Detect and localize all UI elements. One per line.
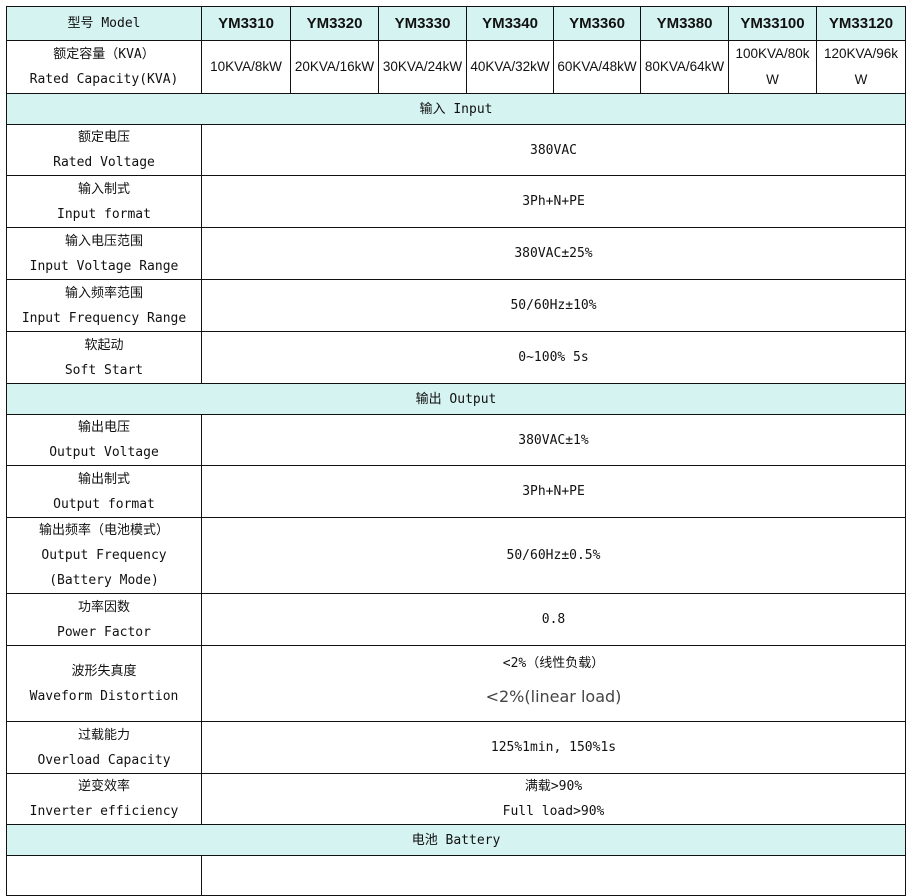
table-row: 输入制式 Input format 3Ph+N+PE — [6, 175, 906, 228]
value-cn: 满载>90% — [524, 779, 583, 794]
table-row — [6, 855, 906, 896]
label-en: Overload Capacity — [37, 752, 171, 768]
label-cn: 输出频率（电池模式） — [38, 523, 169, 538]
label-cn: 输出制式 — [77, 471, 130, 487]
row-value: 380VAC±25% — [201, 227, 906, 280]
table-row: 过载能力 Overload Capacity 125%1min, 150%1s — [6, 721, 906, 774]
label-cn: 逆变效率 — [77, 779, 130, 794]
table-row: 额定电压 Rated Voltage 380VAC — [6, 124, 906, 176]
label-en: Inverter efficiency — [29, 804, 179, 819]
row-value: 50/60Hz±10% — [201, 279, 906, 332]
label-en: Output Frequency — [41, 548, 167, 563]
capacity-row: 额定容量（KVA） Rated Capacity(KVA) 10KVA/8kW 2… — [6, 40, 906, 94]
capacity-label: 额定容量（KVA） Rated Capacity(KVA) — [6, 40, 202, 94]
label-cn: 额定电压 — [77, 130, 130, 145]
row-label: 软起动 Soft Start — [6, 331, 202, 384]
model-cell: YM33120 — [816, 6, 906, 41]
label-en: Output format — [53, 496, 155, 512]
capacity-cell: 30KVA/24kW — [378, 40, 467, 94]
row-label: 逆变效率 Inverter efficiency — [6, 773, 202, 825]
label-en: Power Factor — [57, 624, 151, 640]
row-label: 输出电压 Output Voltage — [6, 414, 202, 466]
capacity-cell: 20KVA/16kW — [290, 40, 379, 94]
row-label — [6, 855, 202, 896]
label-en: Rated Capacity(KVA) — [29, 72, 179, 87]
label-cn: 软起动 — [84, 337, 124, 353]
row-label: 输出制式 Output format — [6, 465, 202, 518]
table-row: 输入频率范围 Input Frequency Range 50/60Hz±10% — [6, 279, 906, 332]
section-battery: 电池 Battery — [6, 824, 906, 856]
label-en-2: (Battery Mode) — [49, 573, 159, 588]
row-value: 满载>90% Full load>90% — [201, 773, 906, 825]
row-value: <2%（线性负载） <2%(linear load) — [201, 645, 906, 722]
value-cn: <2%（线性负载） — [502, 655, 605, 671]
spec-table: 型号 Model YM3310 YM3320 YM3330 YM3340 YM3… — [6, 6, 906, 896]
model-cell: YM3330 — [378, 6, 467, 41]
row-label: 输出频率（电池模式） Output Frequency (Battery Mode) — [6, 517, 202, 594]
model-cell: YM3320 — [290, 6, 379, 41]
label-en: Input Frequency Range — [21, 310, 187, 326]
table-row: 输入电压范围 Input Voltage Range 380VAC±25% — [6, 227, 906, 280]
capacity-cell: 100KVA/80kW — [728, 40, 817, 94]
label-cn: 波形失真度 — [71, 663, 137, 679]
capacity-cell: 10KVA/8kW — [201, 40, 291, 94]
table-row: 逆变效率 Inverter efficiency 满载>90% Full load>… — [6, 773, 906, 825]
row-value: 125%1min, 150%1s — [201, 721, 906, 774]
label-en: Waveform Distortion — [29, 688, 179, 704]
row-value: 380VAC±1% — [201, 414, 906, 466]
model-label: 型号 Model — [6, 6, 202, 41]
model-cell: YM3340 — [466, 6, 554, 41]
table-row: 输出制式 Output format 3Ph+N+PE — [6, 465, 906, 518]
label-cn: 功率因数 — [77, 599, 130, 615]
capacity-cell: 40KVA/32kW — [466, 40, 554, 94]
row-label: 输入电压范围 Input Voltage Range — [6, 227, 202, 280]
table-row: 软起动 Soft Start 0~100% 5s — [6, 331, 906, 384]
model-cell: YM3310 — [201, 6, 291, 41]
label-en: Output Voltage — [49, 445, 159, 460]
row-value: 0~100% 5s — [201, 331, 906, 384]
label-en: Soft Start — [64, 362, 144, 378]
section-input: 输入 Input — [6, 93, 906, 125]
label-cn: 额定容量（KVA） — [53, 47, 155, 62]
label-cn: 输入频率范围 — [64, 285, 143, 301]
row-label: 波形失真度 Waveform Distortion — [6, 645, 202, 722]
value-en: Full load>90% — [502, 804, 605, 819]
capacity-cell: 120KVA/96kW — [816, 40, 906, 94]
table-row: 输出电压 Output Voltage 380VAC±1% — [6, 414, 906, 466]
row-label: 额定电压 Rated Voltage — [6, 124, 202, 176]
row-label: 过载能力 Overload Capacity — [6, 721, 202, 774]
label-cn: 过载能力 — [77, 727, 130, 743]
row-value: 380VAC — [201, 124, 906, 176]
row-value: 3Ph+N+PE — [201, 175, 906, 228]
label-cn: 输入电压范围 — [64, 233, 143, 249]
label-en: Input format — [57, 206, 151, 222]
row-value: 3Ph+N+PE — [201, 465, 906, 518]
label-en: Input Voltage Range — [29, 258, 179, 274]
row-value: 0.8 — [201, 593, 906, 646]
model-header-row: 型号 Model YM3310 YM3320 YM3330 YM3340 YM3… — [6, 6, 906, 41]
row-value — [201, 855, 906, 896]
row-label: 输入制式 Input format — [6, 175, 202, 228]
model-cell: YM33100 — [728, 6, 817, 41]
model-cell: YM3360 — [553, 6, 641, 41]
capacity-cell: 60KVA/48kW — [553, 40, 641, 94]
table-row: 波形失真度 Waveform Distortion <2%（线性负载） <2%(li… — [6, 645, 906, 722]
label-cn: 输入制式 — [77, 181, 130, 197]
table-row: 输出频率（电池模式） Output Frequency (Battery Mode)… — [6, 517, 906, 594]
value-en: <2%(linear load) — [485, 686, 622, 706]
label-cn: 输出电压 — [77, 420, 130, 435]
capacity-cell: 80KVA/64kW — [640, 40, 729, 94]
model-cell: YM3380 — [640, 6, 729, 41]
row-label: 输入频率范围 Input Frequency Range — [6, 279, 202, 332]
table-row: 功率因数 Power Factor 0.8 — [6, 593, 906, 646]
row-label: 功率因数 Power Factor — [6, 593, 202, 646]
section-output: 输出 Output — [6, 383, 906, 415]
label-en: Rated Voltage — [53, 155, 155, 170]
row-value: 50/60Hz±0.5% — [201, 517, 906, 594]
